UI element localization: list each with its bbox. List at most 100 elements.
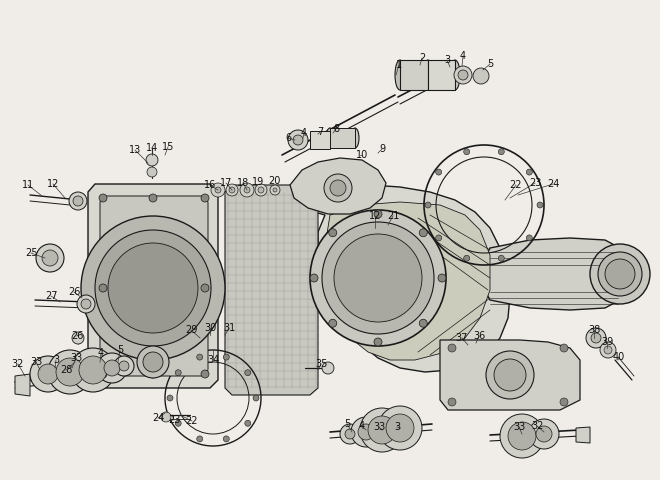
Circle shape (324, 174, 352, 202)
Text: 18: 18 (237, 178, 249, 188)
Circle shape (526, 169, 533, 175)
Text: 33: 33 (373, 422, 385, 432)
Polygon shape (290, 158, 386, 214)
Ellipse shape (423, 60, 433, 90)
Text: 1: 1 (396, 60, 402, 70)
Circle shape (161, 412, 171, 422)
Circle shape (229, 187, 235, 193)
Circle shape (258, 187, 264, 193)
Circle shape (598, 252, 642, 296)
Text: 33: 33 (30, 357, 42, 367)
Circle shape (201, 370, 209, 378)
Polygon shape (88, 184, 218, 388)
Ellipse shape (395, 60, 405, 90)
Circle shape (419, 319, 427, 327)
Text: 4: 4 (460, 51, 466, 61)
Circle shape (288, 130, 308, 150)
Circle shape (146, 154, 158, 166)
Circle shape (436, 169, 442, 175)
Circle shape (147, 167, 157, 177)
Circle shape (345, 429, 355, 439)
Text: 12: 12 (369, 211, 381, 221)
Circle shape (167, 395, 173, 401)
Text: 40: 40 (613, 352, 625, 362)
Text: 24: 24 (152, 413, 164, 423)
Polygon shape (428, 60, 455, 90)
Circle shape (253, 395, 259, 401)
Polygon shape (440, 340, 580, 410)
Circle shape (99, 370, 107, 378)
Text: 2: 2 (419, 53, 425, 63)
Text: 30: 30 (204, 323, 216, 333)
Circle shape (99, 284, 107, 292)
Text: 33: 33 (513, 422, 525, 432)
Text: 17: 17 (220, 178, 232, 188)
Circle shape (71, 348, 115, 392)
Circle shape (56, 358, 84, 386)
Text: 12: 12 (47, 179, 59, 189)
Text: 32: 32 (12, 359, 24, 369)
Circle shape (95, 230, 211, 346)
Text: 35: 35 (315, 359, 327, 369)
Circle shape (464, 149, 470, 155)
Circle shape (351, 417, 381, 447)
Circle shape (508, 422, 536, 450)
Circle shape (197, 354, 203, 360)
Polygon shape (15, 374, 30, 396)
Circle shape (310, 274, 318, 282)
Circle shape (330, 180, 346, 196)
Circle shape (73, 196, 83, 206)
Text: 22: 22 (185, 416, 198, 426)
Circle shape (143, 352, 163, 372)
Circle shape (72, 332, 84, 344)
Circle shape (149, 194, 157, 202)
Circle shape (30, 356, 66, 392)
Text: 28: 28 (60, 365, 72, 375)
Circle shape (448, 344, 456, 352)
Text: 5: 5 (117, 345, 123, 355)
Circle shape (175, 420, 182, 426)
Circle shape (322, 362, 334, 374)
Text: 23: 23 (168, 415, 180, 425)
Circle shape (81, 299, 91, 309)
Text: 5: 5 (487, 59, 493, 69)
Circle shape (560, 398, 568, 406)
Circle shape (223, 354, 229, 360)
Text: 10: 10 (356, 150, 368, 160)
Circle shape (77, 295, 95, 313)
Circle shape (438, 274, 446, 282)
Circle shape (358, 424, 374, 440)
Circle shape (211, 183, 225, 197)
Circle shape (590, 244, 650, 304)
Text: 6: 6 (285, 133, 291, 143)
Text: 34: 34 (207, 355, 219, 365)
Circle shape (310, 210, 446, 346)
Circle shape (591, 333, 601, 343)
Circle shape (360, 408, 404, 452)
Text: 3: 3 (394, 422, 400, 432)
Circle shape (97, 353, 127, 383)
Circle shape (536, 426, 552, 442)
Text: 21: 21 (387, 211, 399, 221)
Circle shape (79, 356, 107, 384)
Ellipse shape (326, 128, 334, 148)
Text: 9: 9 (379, 144, 385, 154)
Text: 5: 5 (344, 419, 350, 429)
Polygon shape (482, 238, 628, 310)
Circle shape (494, 359, 526, 391)
Circle shape (137, 346, 169, 378)
Circle shape (329, 319, 337, 327)
Polygon shape (290, 185, 510, 372)
Polygon shape (225, 185, 318, 395)
Circle shape (498, 255, 504, 261)
Circle shape (48, 350, 92, 394)
Circle shape (108, 243, 198, 333)
Circle shape (114, 356, 134, 376)
Circle shape (498, 149, 504, 155)
Text: 27: 27 (45, 291, 57, 301)
Text: 26: 26 (71, 331, 83, 341)
Circle shape (526, 235, 533, 241)
Circle shape (419, 229, 427, 237)
Polygon shape (400, 60, 428, 90)
Text: 11: 11 (22, 180, 34, 190)
